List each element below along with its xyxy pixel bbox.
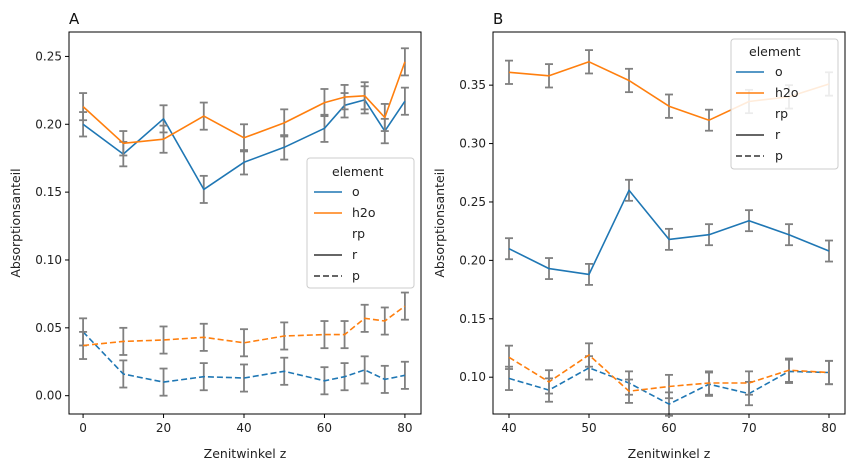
panel-a-x-tick-label: 0	[79, 421, 87, 435]
panel-b-y-tick-label: 0.10	[459, 370, 486, 384]
panel-b-legend-p-label: p	[775, 148, 783, 163]
panel-b-y-tick-label: 0.15	[459, 312, 486, 326]
panel-b-x-tick-label: 70	[741, 421, 756, 435]
panel-b-title: B	[493, 10, 503, 28]
panel-a-y-tick-label: 0.10	[35, 253, 62, 267]
panel-b-x-tick-label: 50	[581, 421, 596, 435]
panel-a-x-tick-label: 20	[156, 421, 171, 435]
panel-a-series-h2o-r-line	[82, 61, 406, 145]
panel-a-legend-o-label: o	[352, 184, 360, 199]
panel-a-x-axis-label: Zenitwinkel z	[204, 446, 287, 461]
panel-a-legend: element o h2o rp r p	[306, 157, 415, 289]
panel-b-legend-rp-title: rp	[775, 106, 788, 121]
panel-a: A 0 20 40 60 80 0.00 0.05 0.10 0.15 0.20 0.25 Zeni…	[8, 10, 422, 461]
panel-a-y-tick-label: 0.00	[35, 389, 62, 403]
panel-b-y-tick-label: 0.30	[459, 137, 486, 151]
panel-a-axes-frame	[68, 31, 422, 415]
panel-a-y-tick-label: 0.25	[35, 49, 62, 63]
panel-a-series-o-p-line	[82, 331, 406, 383]
panel-a-y-tick-label: 0.05	[35, 321, 62, 335]
panel-a-x-tick-label: 60	[317, 421, 332, 435]
panel-b-legend-o-label: o	[775, 64, 783, 79]
panel-a-x-tick-label: 40	[236, 421, 251, 435]
panel-b-legend-h2o-label: h2o	[775, 85, 799, 100]
panel-a-legend-r-label: r	[352, 247, 358, 262]
panel-a-legend-title: element	[332, 164, 384, 179]
panel-b-legend-title: element	[749, 44, 801, 59]
panel-a-y-tick-label: 0.15	[35, 185, 62, 199]
panel-b-y-tick-label: 0.25	[459, 195, 486, 209]
panel-a-title: A	[69, 10, 80, 28]
panel-b: B 40 50 60 70 80 0.10 0.15 0.20 0.25 0.30 0.35 Zen…	[432, 10, 846, 461]
panel-b-y-tick-label: 0.35	[459, 78, 486, 92]
panel-a-series-o-r-line	[82, 99, 406, 191]
panel-a-x-tick-label: 80	[397, 421, 412, 435]
panel-b-legend: element o h2o rp r p	[730, 38, 839, 170]
panel-a-legend-h2o-label: h2o	[352, 205, 376, 220]
panel-b-series-o-r-line	[508, 189, 830, 276]
panel-b-x-axis-label: Zenitwinkel z	[628, 446, 711, 461]
panel-b-y-tick-label: 0.20	[459, 253, 486, 267]
panel-a-legend-rp-title: rp	[352, 226, 365, 241]
panel-a-plot-area: 0 20 40 60 80 0.00 0.05 0.10 0.15 0.20 0.25	[35, 47, 413, 435]
panel-a-y-tick-label: 0.20	[35, 117, 62, 131]
panel-a-y-axis-label: Absorptionsanteil	[8, 168, 23, 277]
panel-b-series-h2o-p-line	[508, 354, 830, 393]
panel-b-x-tick-label: 60	[661, 421, 676, 435]
panel-b-x-tick-label: 40	[501, 421, 516, 435]
panel-b-axes-frame	[492, 31, 846, 415]
panel-a-series-h2o-p-line	[83, 305, 406, 347]
panel-b-legend-r-label: r	[775, 127, 781, 142]
panel-b-series-o-p-line	[508, 367, 830, 405]
panel-b-x-tick-label: 80	[821, 421, 836, 435]
panel-b-y-axis-label: Absorptionsanteil	[432, 168, 447, 277]
panel-a-legend-p-label: p	[352, 268, 360, 283]
